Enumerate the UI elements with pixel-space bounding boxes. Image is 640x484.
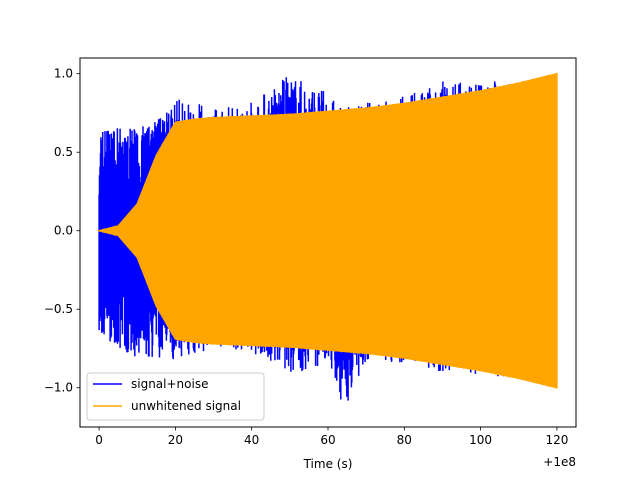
x-axis-offset-label: +1e8 — [543, 455, 576, 469]
legend-label-unwhitened-signal: unwhitened signal — [131, 399, 241, 413]
x-axis-label: Time (s) — [303, 457, 353, 471]
legend: signal+noise unwhitened signal — [86, 372, 265, 421]
x-tick-label: 80 — [397, 433, 412, 447]
x-tick-label: 20 — [168, 433, 183, 447]
x-tick-label: 120 — [545, 433, 568, 447]
legend-label-signal-noise: signal+noise — [131, 377, 208, 391]
y-tick-label: 0.0 — [54, 224, 73, 238]
y-tick-label: −0.5 — [44, 302, 73, 316]
y-tick-label: 0.5 — [54, 145, 73, 159]
x-tick-label: 0 — [95, 433, 103, 447]
y-tick-label: 1.0 — [54, 67, 73, 81]
x-tick-label: 40 — [244, 433, 259, 447]
ticks: 0 20 40 60 80 100 120 −1.0 −0.5 0.0 0.5 1.0 — [44, 67, 569, 447]
y-tick-label: −1.0 — [44, 381, 73, 395]
x-tick-label: 100 — [469, 433, 492, 447]
x-tick-label: 60 — [320, 433, 335, 447]
series-unwhitened-signal-line — [98, 73, 558, 389]
plot-area — [96, 72, 558, 401]
legend-frame — [86, 372, 265, 421]
